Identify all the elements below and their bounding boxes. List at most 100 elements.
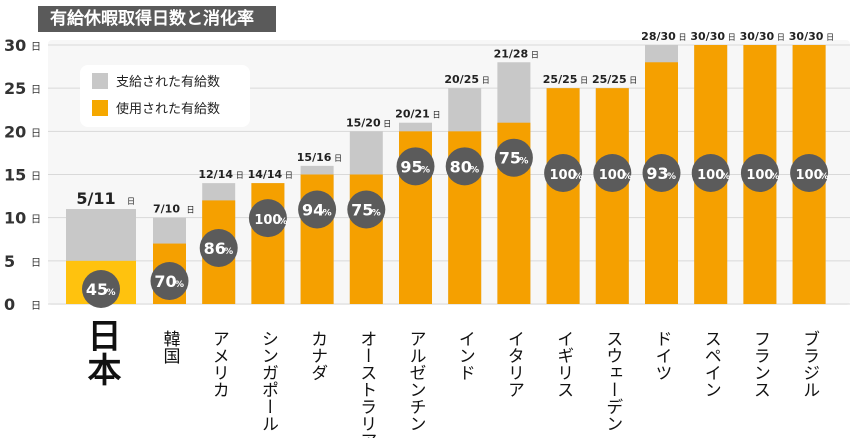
data-label: 25/25 [543,73,578,86]
percent-badge [347,190,386,229]
y-tick-label: 5 [4,252,15,271]
percent-label: 94 [302,201,324,220]
percent-unit: % [574,172,583,182]
y-tick-label: 30 [4,36,26,55]
category-label: インド [455,330,475,381]
category-label: シンガポール [258,330,278,432]
legend-box [80,65,250,127]
category-label: スペイン [701,330,721,398]
category-label: スウェーデン [602,330,622,432]
percent-badge [298,190,337,229]
category-label: 韓国 [160,330,181,364]
data-label: 5/11 [76,189,115,208]
category-label: ドイツ [652,330,672,381]
percent-unit: % [106,288,115,298]
data-label: 28/30 [641,30,676,43]
percent-label: 95 [400,157,422,176]
percent-label: 70 [154,272,176,291]
data-label-unit: 日 [334,154,342,163]
percent-unit: % [770,172,779,182]
chart-title: 有給休暇取得日数と消化率 [38,6,276,32]
category-label: カナダ [307,330,327,381]
y-tick-unit: 日 [31,301,41,312]
percent-unit: % [278,217,287,227]
percent-unit: % [470,165,479,175]
percent-label: 100 [697,168,724,183]
percent-label: 75 [351,201,373,220]
y-tick-unit: 日 [31,215,41,226]
y-tick-label: 15 [4,166,26,185]
data-label: 15/20 [346,116,381,129]
data-label-unit: 日 [580,76,588,85]
category-label: フランス [750,330,770,398]
data-label-unit: 日 [531,50,539,59]
percent-unit: % [667,172,676,182]
category-label: アメリカ [209,330,229,398]
data-label-unit: 日 [285,171,293,180]
category-label: オーストラリア [356,330,376,438]
percent-unit: % [175,280,184,290]
percent-unit: % [623,172,632,182]
data-label: 30/30 [740,30,775,43]
percent-badge [691,154,730,192]
y-tick-label: 20 [4,122,26,141]
y-tick-unit: 日 [31,85,41,96]
percent-label: 86 [204,239,226,258]
percent-badge [396,147,435,186]
percent-unit: % [820,172,829,182]
data-label-unit: 日 [826,33,834,42]
data-label: 20/25 [444,73,479,86]
used-bar [595,88,629,305]
y-tick-unit: 日 [31,42,41,53]
y-tick-label: 25 [4,79,26,98]
y-tick-unit: 日 [31,172,41,183]
y-tick-unit: 日 [31,258,41,269]
data-label-unit: 日 [383,119,391,128]
percent-badge [790,154,829,192]
category-label: イギリス [553,330,573,398]
percent-unit: % [224,247,233,257]
y-tick-unit: 日 [31,128,41,139]
percent-label: 100 [599,168,626,183]
data-label: 20/21 [395,108,430,121]
data-label-unit: 日 [482,76,490,85]
data-label: 30/30 [789,30,824,43]
percent-badge [445,147,484,186]
category-label: ブラジル [799,330,819,398]
percent-badge [544,154,583,192]
category-label: イタリア [504,330,524,398]
data-label-unit: 日 [728,33,736,42]
data-label: 30/30 [690,30,725,43]
data-label-unit: 日 [629,76,637,85]
data-label: 15/16 [297,151,332,164]
percent-unit: % [372,209,381,219]
legend-label: 支給された有給数 [116,75,220,90]
data-label-unit: 日 [433,111,441,120]
percent-label: 100 [254,213,281,228]
percent-badge [248,199,287,238]
percent-unit: % [721,172,730,182]
percent-label: 80 [450,157,472,176]
data-label: 14/14 [248,168,283,181]
percent-label: 45 [86,280,108,299]
y-tick-label: 10 [4,209,26,228]
data-label: 12/14 [198,168,233,181]
data-label-unit: 日 [679,33,687,42]
percent-badge [82,270,120,308]
data-label-unit: 日 [187,206,195,215]
percent-unit: % [323,209,332,219]
category-label: アルゼンチン [406,330,426,432]
percent-badge [642,154,681,192]
percent-label: 93 [646,164,668,183]
data-label-unit: 日 [777,33,785,42]
percent-label: 100 [746,168,773,183]
legend-swatch [92,73,108,89]
data-label-unit: 日 [127,197,135,206]
data-label-unit: 日 [236,171,244,180]
percent-badge [593,154,632,192]
data-label: 25/25 [592,73,627,86]
data-label: 7/10 [153,203,180,216]
category-label: 日本 [81,318,121,386]
percent-badge [494,138,533,177]
